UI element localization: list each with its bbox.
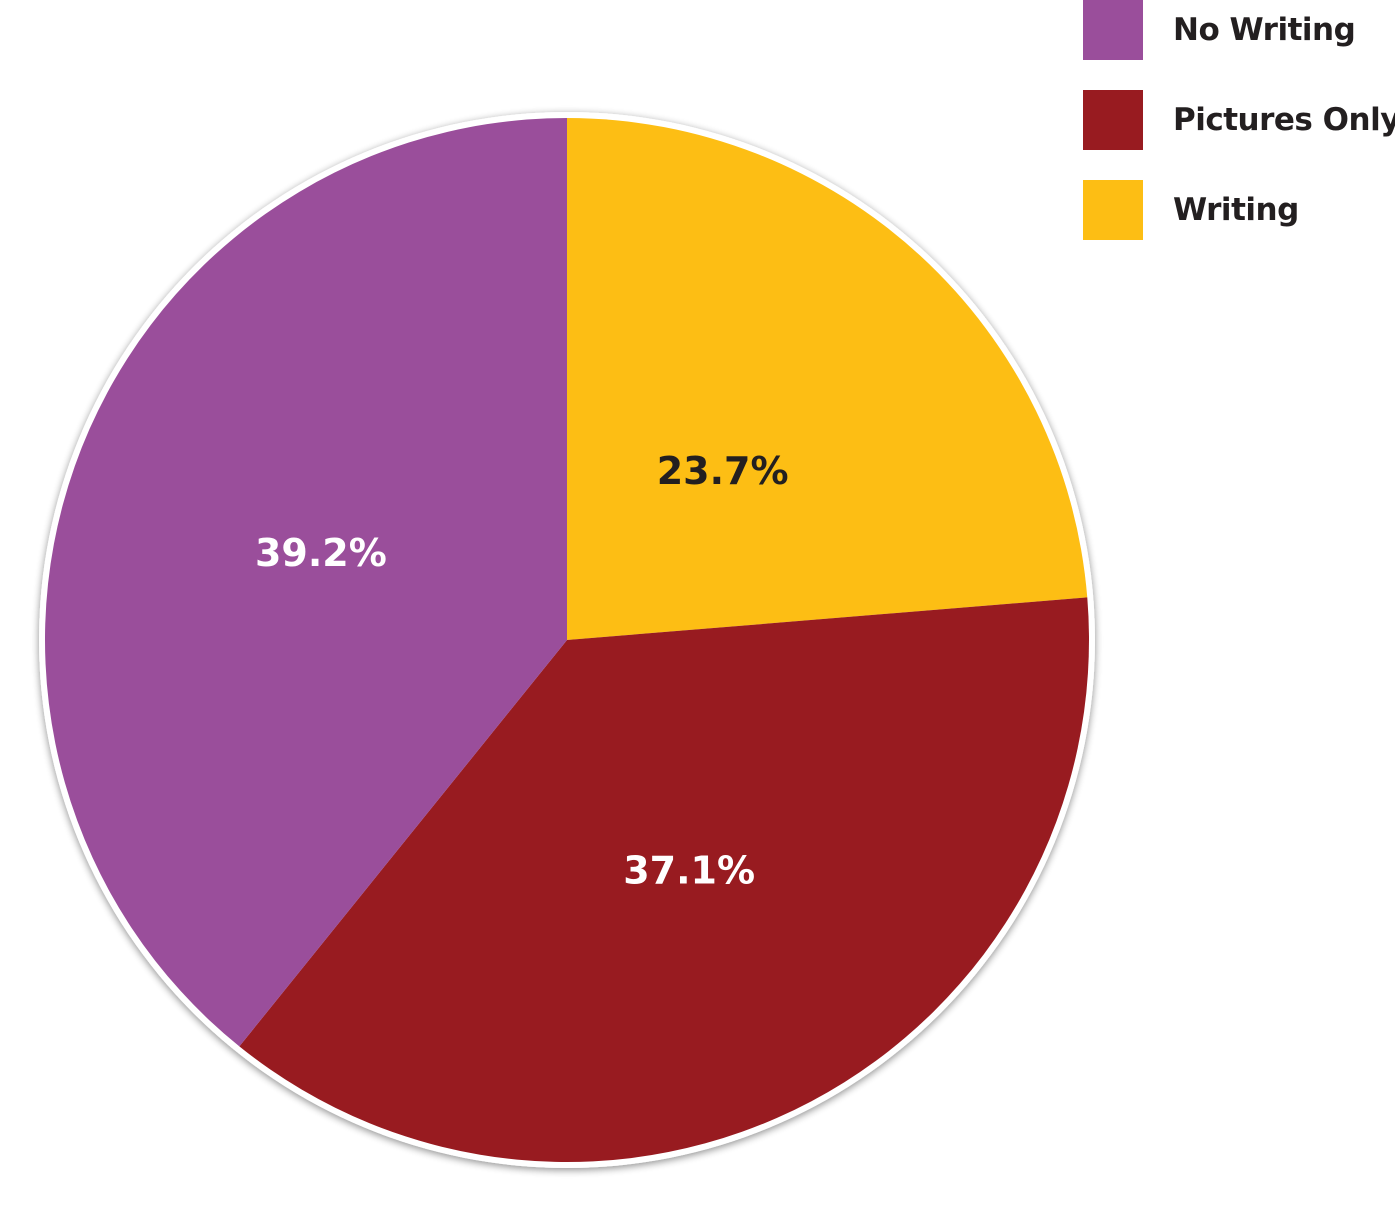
pie-slice-writing	[567, 118, 1088, 640]
legend-swatch-writing	[1083, 180, 1143, 240]
pie-slice-pictures-only	[239, 597, 1090, 1162]
slice-label-writing: 23.7%	[657, 449, 789, 493]
legend-swatch-pictures-only	[1083, 90, 1143, 150]
legend-label-no-writing: No Writing	[1173, 12, 1356, 48]
slice-label-pictures-only: 37.1%	[623, 849, 755, 893]
legend-label-pictures-only: Pictures Only	[1173, 102, 1395, 138]
pie-slice-no-writing	[45, 118, 568, 1047]
legend-swatch-no-writing	[1083, 0, 1143, 60]
slice-label-no-writing: 39.2%	[255, 531, 387, 575]
legend-label-writing: Writing	[1173, 192, 1299, 228]
